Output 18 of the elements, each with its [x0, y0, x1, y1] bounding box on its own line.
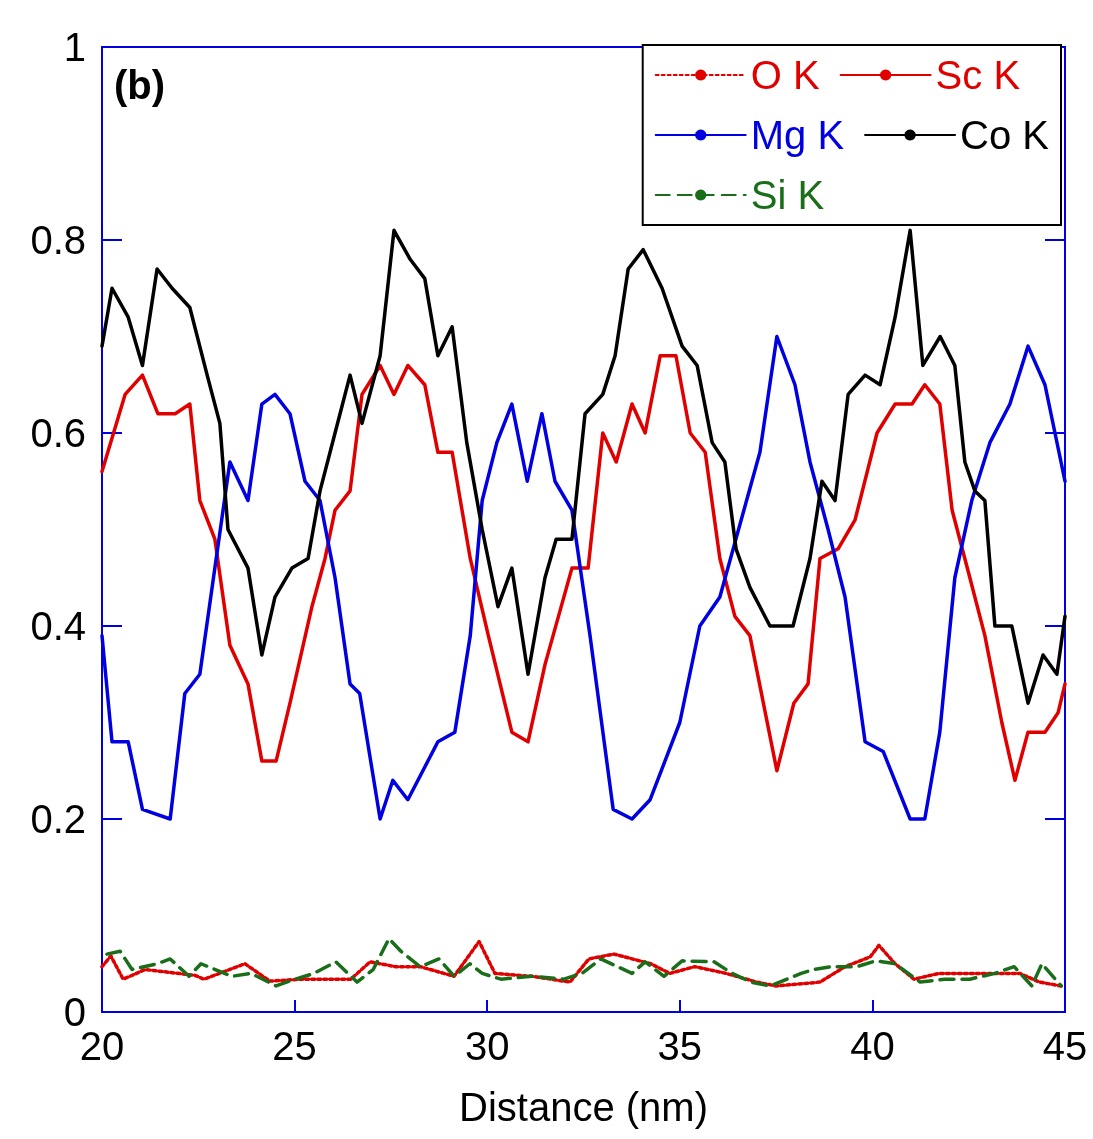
x-tick-label: 25 [272, 1024, 317, 1068]
legend-label: Si K [750, 173, 825, 217]
annotation: (b) [114, 63, 166, 107]
y-tick-label: 0.6 [30, 411, 86, 455]
x-tick-label: 40 [850, 1024, 895, 1068]
x-axis-title: Distance (nm) [459, 1085, 708, 1129]
legend-label: Mg K [750, 113, 845, 157]
legend-label: Co K [960, 113, 1050, 157]
y-tick-label: 0.2 [30, 797, 86, 841]
line-series [100, 228, 1067, 705]
y-tick-label: 0.8 [30, 218, 86, 262]
legend-label: Sc K [935, 53, 1021, 97]
x-tick-label: 30 [464, 1024, 510, 1068]
x-tick-label: 45 [1042, 1024, 1088, 1068]
legend-label: O K [750, 53, 820, 97]
x-tick-label: 35 [657, 1024, 703, 1068]
y-tick-label: 0.4 [30, 604, 86, 648]
y-tick-label: 1 [63, 25, 86, 69]
